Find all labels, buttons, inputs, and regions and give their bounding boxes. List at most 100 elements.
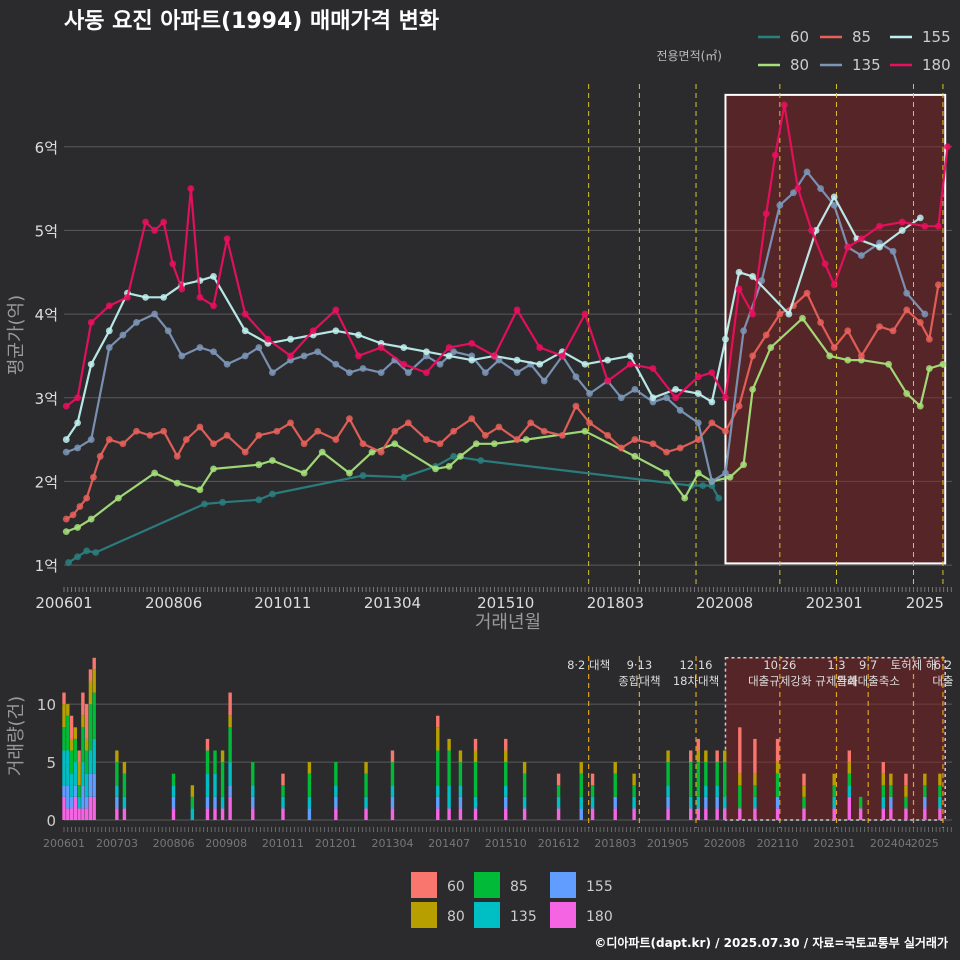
volume-bar-80 [458,750,463,763]
volume-bar-60 [753,738,757,774]
data-point-180 [722,394,729,402]
data-point-135 [314,348,322,356]
bar-x-tick-label: 201905 [647,837,689,850]
volume-bar-80 [77,762,81,786]
data-point-155 [898,227,906,234]
annotation-label: 대출 [932,674,953,688]
data-point-155 [142,293,149,301]
data-point-135 [722,469,729,477]
volume-bar-180 [613,808,617,820]
volume-bar-135 [723,796,727,809]
data-point-135 [210,348,217,356]
data-point-85 [210,440,217,448]
data-point-155 [876,243,883,251]
data-point-155 [749,273,757,280]
volume-bar-85 [556,785,561,797]
volume-bar-85 [447,750,451,786]
data-point-180 [491,352,498,360]
data-point-180 [626,360,634,368]
volume-bar-135 [881,796,885,809]
volume-bar-60 [738,727,742,774]
data-point-135 [790,189,797,197]
volume-bar-180 [251,808,255,820]
volume-bar-80 [775,762,780,774]
data-point-85 [676,444,684,452]
volume-bar-155 [775,796,780,809]
data-point-155 [722,335,729,343]
data-point-80 [491,440,498,448]
volume-bar-135 [447,785,451,809]
volume-plot: 0 5 10 거래량(건) 8·2 대책 9·13 종합대책 12·16 18차대책 10·26 대… [6,656,954,850]
volume-bar-135 [938,796,942,809]
annotation-label: 9·7 [859,658,877,672]
data-point-180 [762,210,770,218]
data-point-85 [160,427,168,435]
data-point-85 [903,306,911,314]
volume-bar-135 [632,796,636,809]
volume-bar-180 [88,796,93,820]
volume-bar-135 [666,785,670,797]
data-point-135 [889,247,897,255]
volume-bar-80 [73,727,78,739]
data-point-80 [916,402,924,410]
volume-bar-135 [364,796,368,809]
volume-bar-85 [220,762,225,797]
volume-bar-85 [689,762,693,797]
data-point-80 [681,494,689,502]
volume-bar-85 [847,773,852,786]
bar-legend-label-85: 85 [510,879,528,895]
data-point-135 [708,478,716,485]
volume-bar-80 [723,750,727,763]
volume-bar-80 [704,750,708,763]
data-point-180 [780,101,788,109]
data-point-180 [62,402,70,410]
data-point-80 [114,494,122,502]
data-point-85 [925,335,933,343]
data-point-80 [269,457,276,464]
volume-bar-60 [62,692,66,705]
data-point-85 [749,352,757,360]
data-point-80 [749,385,757,393]
data-point-135 [663,394,670,402]
volume-bar-180 [334,808,338,820]
data-point-85 [182,436,190,443]
volume-bar-135 [704,785,708,797]
legend-label-135: 135 [852,56,881,74]
data-point-80 [196,486,204,494]
data-point-155 [445,352,453,360]
volume-bar-60 [281,773,285,786]
volume-bar-180 [171,808,176,820]
data-point-80 [885,360,892,368]
volume-bar-155 [84,796,89,809]
bar-legend: 60 80 85 135 155 180 [411,872,613,928]
volume-bar-180 [66,808,70,820]
volume-bar-135 [69,773,74,797]
data-point-135 [404,369,412,377]
volume-bar-155 [62,785,66,797]
y-tick-label: 6억 [35,139,58,157]
volume-bar-85 [904,796,908,809]
volume-bar-60 [228,692,232,716]
volume-bar-180 [753,808,757,820]
data-point-85 [876,323,883,331]
data-point-155 [355,331,362,339]
annotation-label: 토허제 해 [890,658,936,672]
data-point-180 [287,352,294,360]
data-point-85 [935,281,942,289]
data-point-135 [450,348,458,356]
data-point-85 [776,310,784,318]
data-point-135 [359,365,367,372]
data-point-85 [735,402,743,410]
volume-bar-135 [715,785,719,797]
volume-bar-135 [390,785,395,797]
volume-bar-180 [77,808,81,820]
data-point-60 [450,452,458,460]
data-point-135 [617,394,625,402]
volume-bar-85 [88,704,93,751]
data-point-155 [210,273,217,280]
volume-bar-60 [436,715,440,728]
data-point-85 [173,452,181,460]
volume-bar-180 [923,808,927,820]
volume-bar-180 [715,808,719,820]
